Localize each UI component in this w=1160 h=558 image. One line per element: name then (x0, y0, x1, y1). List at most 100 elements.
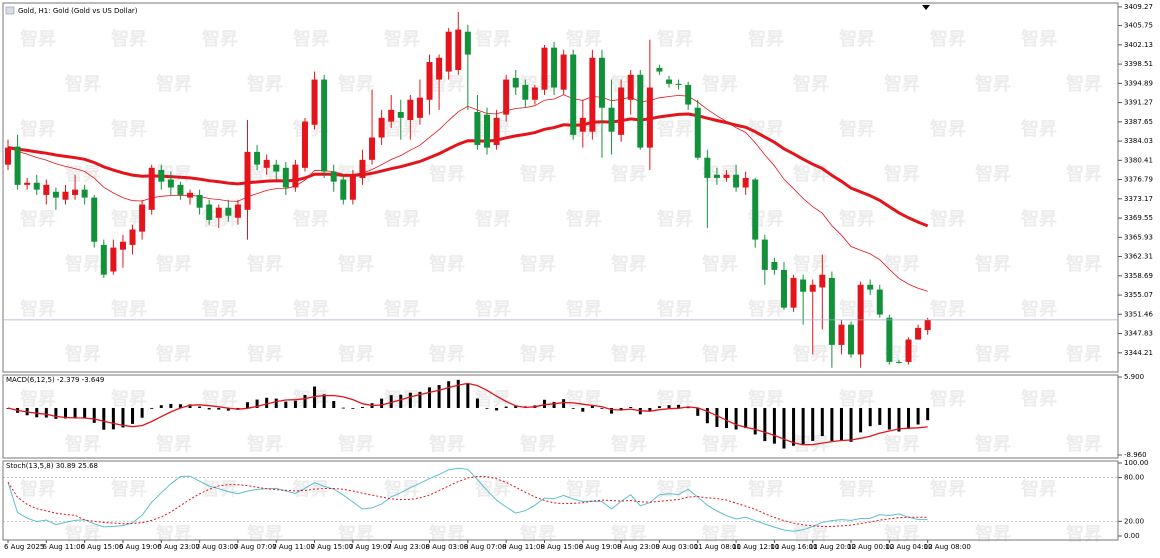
candle-body (761, 239, 768, 270)
candle-body (848, 324, 855, 355)
watermark: 智昇 (839, 388, 875, 410)
watermark: 智昇 (975, 523, 1011, 545)
stoch-main (7, 467, 928, 532)
watermark: 智昇 (338, 343, 374, 365)
watermark: 智昇 (930, 478, 966, 500)
candle-body (407, 99, 414, 120)
watermark: 智昇 (748, 478, 784, 500)
candle-body (349, 174, 356, 200)
candle-body (196, 194, 203, 208)
watermark: 智昇 (20, 118, 56, 140)
x-tick-label: 7 Aug 07:00 (234, 543, 277, 551)
watermark: 智昇 (65, 73, 101, 95)
watermark: 智昇 (202, 388, 238, 410)
macd-bar (178, 404, 182, 408)
macd-bar (418, 391, 422, 408)
watermark: 智昇 (65, 163, 101, 185)
macd-bar (341, 407, 345, 409)
watermark: 智昇 (475, 478, 511, 500)
candle-body (301, 121, 308, 168)
candle-body (139, 204, 146, 232)
watermark: 智昇 (611, 163, 647, 185)
watermark: 智昇 (839, 478, 875, 500)
watermark: 智昇 (657, 298, 693, 320)
watermark: 智昇 (839, 28, 875, 50)
watermark: 智昇 (20, 478, 56, 500)
watermark: 智昇 (793, 253, 829, 275)
watermark: 智昇 (111, 208, 147, 230)
macd-label: MACD(6,12,5) -2.379 -3.649 (6, 376, 104, 384)
watermark: 智昇 (793, 523, 829, 545)
main-panel (2, 2, 1119, 373)
window-title: Gold, H1: Gold (Gold vs US Dollar) (18, 7, 138, 15)
watermark: 智昇 (520, 433, 556, 455)
macd-bar (610, 407, 614, 414)
watermark: 智昇 (384, 118, 420, 140)
candle-body (512, 77, 519, 88)
macd-bar (380, 398, 384, 408)
candle-body (474, 111, 481, 145)
candle-body (187, 192, 194, 198)
candle-body (780, 269, 787, 308)
macd-bar (772, 407, 776, 444)
watermark: 智昇 (975, 253, 1011, 275)
candle-body (484, 114, 490, 148)
watermark: 智昇 (429, 523, 465, 545)
watermark: 智昇 (65, 523, 101, 545)
macd-bar (332, 400, 336, 408)
candle-body (618, 87, 625, 135)
candle-body (234, 204, 241, 218)
watermark: 智昇 (247, 253, 283, 275)
stoch-panel (2, 460, 1119, 541)
x-tick-label: 9 Aug 03:00 (655, 543, 698, 551)
watermark: 智昇 (975, 343, 1011, 365)
watermark: 智昇 (384, 478, 420, 500)
macd-bar (255, 399, 259, 408)
candle-body (704, 157, 711, 178)
x-tick-label: 12 Aug 04:00 (885, 543, 932, 551)
watermark: 智昇 (566, 298, 602, 320)
x-tick-label: 6 Aug 19:00 (119, 543, 162, 551)
y-tick-label: 100.00 (1124, 459, 1149, 467)
watermark: 智昇 (429, 433, 465, 455)
watermark: 智昇 (293, 478, 329, 500)
candle-body (263, 159, 270, 168)
watermark: 智昇 (657, 208, 693, 230)
macd-bar (351, 407, 355, 409)
watermark: 智昇 (702, 433, 738, 455)
macd-bar (495, 407, 499, 411)
watermark: 智昇 (1021, 208, 1057, 230)
watermark: 智昇 (930, 208, 966, 230)
watermark: 智昇 (384, 298, 420, 320)
candle-body (541, 47, 548, 90)
candle-body (819, 274, 826, 288)
macd-bar (657, 406, 661, 408)
macd-bar (475, 398, 479, 408)
candle-body (292, 164, 299, 188)
y-tick-label: 3380.41 (1124, 156, 1153, 164)
y-tick-label: 3402.13 (1124, 41, 1153, 49)
candle-body (752, 179, 759, 240)
macd-bar (159, 405, 163, 408)
macd-bar (207, 407, 211, 410)
macd-bar (198, 406, 202, 408)
macd-bar (265, 397, 269, 408)
watermark: 智昇 (975, 163, 1011, 185)
candle-body (924, 319, 931, 330)
candle-body (43, 184, 50, 195)
watermark: 智昇 (611, 523, 647, 545)
watermark: 智昇 (156, 253, 192, 275)
candle-body (369, 137, 376, 160)
candle-body (254, 151, 261, 165)
candle-body (167, 179, 174, 188)
y-tick-label: 80.00 (1124, 474, 1144, 482)
watermark: 智昇 (930, 388, 966, 410)
candle-body (24, 182, 31, 185)
candle-body (359, 159, 366, 178)
candle-body (62, 191, 69, 200)
candle-body (809, 284, 816, 292)
watermark: 智昇 (702, 163, 738, 185)
candle-body (225, 207, 232, 216)
watermark: 智昇 (202, 298, 238, 320)
watermark: 智昇 (1066, 73, 1102, 95)
